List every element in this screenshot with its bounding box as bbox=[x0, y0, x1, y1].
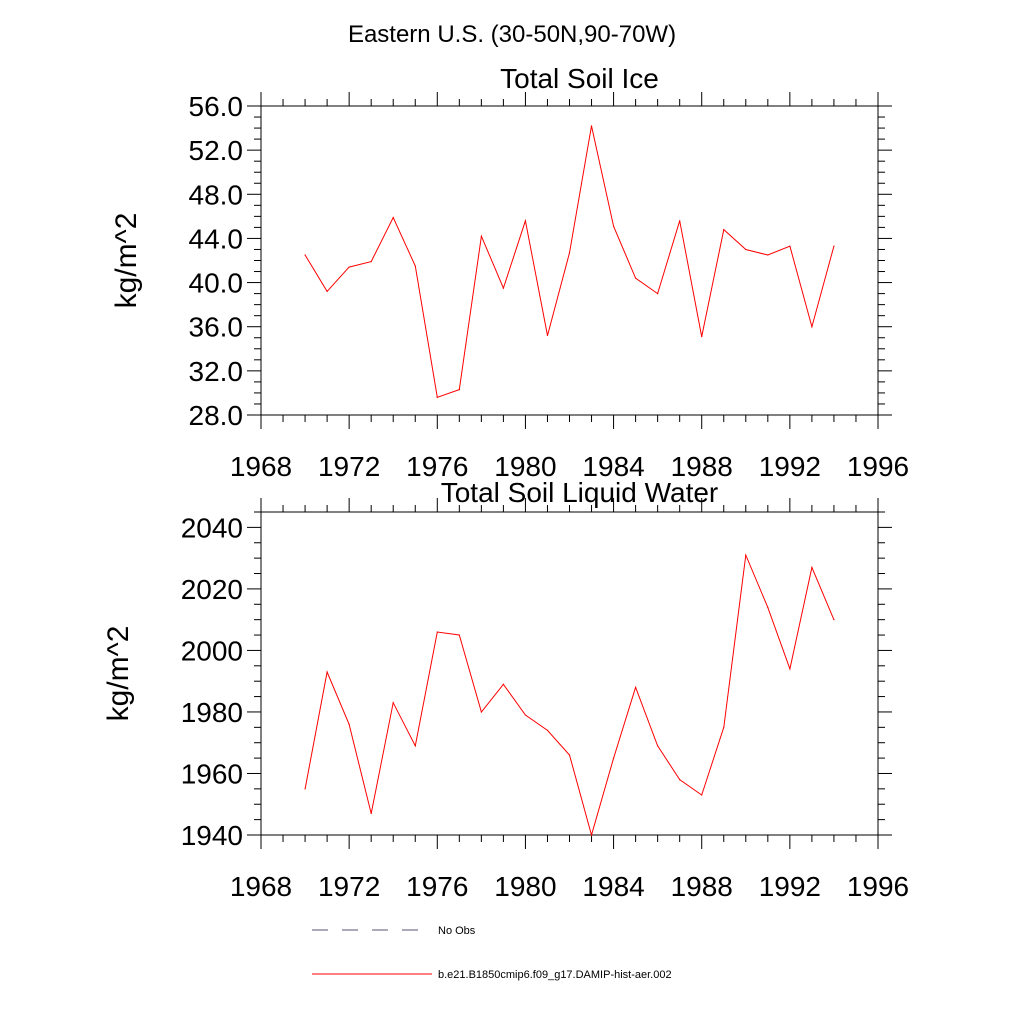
x-tick-label: 1984 bbox=[582, 451, 644, 482]
plot-frame bbox=[260, 105, 879, 416]
chart-title: Total Soil Liquid Water bbox=[441, 477, 719, 508]
y-tick-label: 1940 bbox=[181, 820, 243, 851]
x-tick-label: 1980 bbox=[494, 871, 556, 902]
y-tick-label: 48.0 bbox=[189, 179, 244, 210]
data-point bbox=[348, 723, 350, 725]
x-tick-label: 1976 bbox=[406, 871, 468, 902]
data-point bbox=[304, 254, 306, 256]
data-point bbox=[546, 729, 549, 732]
figure-title: Eastern U.S. (30-50N,90-70W) bbox=[348, 21, 676, 48]
data-point bbox=[546, 334, 549, 337]
series-line bbox=[304, 553, 835, 837]
data-point bbox=[789, 668, 791, 670]
data-point bbox=[370, 261, 372, 263]
data-point bbox=[657, 745, 659, 747]
data-point bbox=[701, 794, 703, 796]
legend-label-model: b.e21.B1850cmip6.f09_g17.DAMIP-hist-aer.… bbox=[438, 969, 672, 981]
y-tick-label: 44.0 bbox=[189, 223, 244, 254]
x-tick-label: 1972 bbox=[318, 451, 380, 482]
y-tick-label: 56.0 bbox=[189, 91, 244, 122]
data-point bbox=[458, 389, 460, 391]
x-tick-label: 1992 bbox=[759, 871, 821, 902]
y-tick-label: 2000 bbox=[181, 635, 243, 666]
series-line bbox=[304, 125, 835, 398]
data-point bbox=[723, 229, 725, 231]
data-point bbox=[679, 220, 681, 222]
y-tick-label: 52.0 bbox=[189, 135, 244, 166]
data-point bbox=[789, 245, 791, 247]
y-tick-label: 2020 bbox=[181, 574, 243, 605]
data-point bbox=[458, 634, 460, 636]
y-tick-label: 36.0 bbox=[189, 312, 244, 343]
data-point bbox=[612, 225, 615, 227]
legend: No Obs b.e21.B1850cmip6.f09_g17.DAMIP-hi… bbox=[312, 925, 672, 981]
x-tick-label: 1972 bbox=[318, 871, 380, 902]
data-point bbox=[767, 606, 769, 608]
y-tick-label: 1980 bbox=[181, 697, 243, 728]
x-tick-label: 1968 bbox=[230, 451, 292, 482]
data-point bbox=[524, 714, 527, 716]
x-tick-label: 1996 bbox=[847, 871, 909, 902]
y-tick-label: 2040 bbox=[181, 512, 243, 543]
data-point bbox=[811, 566, 813, 568]
data-point bbox=[811, 326, 813, 328]
data-point bbox=[568, 252, 571, 254]
y-axis-label: kg/m^2 bbox=[102, 626, 135, 722]
x-tick-label: 1984 bbox=[582, 871, 644, 902]
data-point bbox=[436, 631, 438, 633]
y-tick-label: 32.0 bbox=[189, 356, 244, 387]
data-point bbox=[657, 293, 659, 295]
data-point bbox=[414, 265, 416, 267]
data-point bbox=[326, 290, 328, 292]
data-point bbox=[502, 287, 504, 289]
data-point bbox=[414, 745, 416, 747]
y-tick-label: 40.0 bbox=[189, 268, 244, 299]
data-point bbox=[304, 788, 306, 790]
data-point bbox=[524, 220, 527, 222]
x-tick-label: 1968 bbox=[230, 871, 292, 902]
chart-total-soil-liquid-water: Total Soil Liquid Water kg/m^2 1968 1972 197… bbox=[102, 477, 909, 902]
chart-title: Total Soil Ice bbox=[500, 63, 659, 94]
data-point bbox=[568, 754, 571, 756]
data-point bbox=[480, 235, 482, 237]
y-tick-label: 1960 bbox=[181, 758, 243, 789]
data-point bbox=[723, 726, 725, 728]
data-point bbox=[392, 702, 394, 704]
x-tick-label: 1996 bbox=[847, 451, 909, 482]
data-point bbox=[745, 554, 747, 556]
data-point bbox=[612, 757, 615, 759]
plot-frame bbox=[260, 511, 879, 836]
data-point bbox=[370, 812, 372, 815]
data-point bbox=[833, 245, 835, 247]
data-point bbox=[436, 396, 438, 398]
data-point bbox=[392, 216, 394, 219]
x-tick-label: 1976 bbox=[406, 451, 468, 482]
data-point bbox=[745, 248, 747, 251]
data-point bbox=[502, 683, 504, 685]
x-tick-label: 1992 bbox=[759, 451, 821, 482]
data-point bbox=[635, 277, 637, 279]
data-point bbox=[701, 336, 703, 338]
data-point bbox=[679, 779, 681, 781]
data-point bbox=[348, 266, 350, 268]
data-point bbox=[833, 619, 835, 621]
x-tick-label: 1980 bbox=[494, 451, 556, 482]
y-axis-label: kg/m^2 bbox=[110, 213, 143, 309]
data-point bbox=[635, 686, 637, 688]
y-tick-label: 28.0 bbox=[189, 400, 244, 431]
data-point bbox=[480, 711, 482, 713]
x-tick-label: 1988 bbox=[671, 451, 733, 482]
chart-total-soil-ice: Total Soil Ice kg/m^2 1968 1972 1976 1980 1984… bbox=[110, 63, 909, 482]
data-point bbox=[767, 254, 769, 256]
data-point bbox=[590, 125, 593, 127]
data-point bbox=[326, 671, 328, 673]
data-point bbox=[590, 834, 593, 836]
legend-label-no-obs: No Obs bbox=[438, 925, 476, 937]
x-tick-label: 1988 bbox=[671, 871, 733, 902]
